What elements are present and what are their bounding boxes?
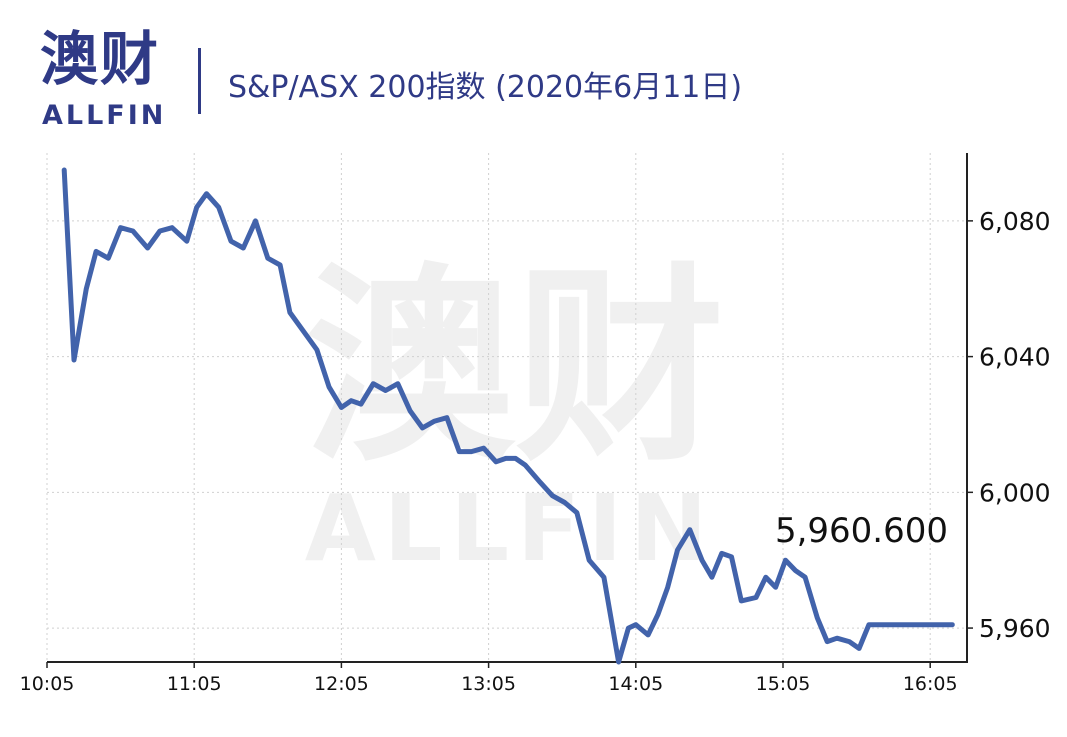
y-tick-label: 6,040 — [979, 343, 1051, 372]
series — [61, 167, 955, 665]
y-tick-label: 6,080 — [979, 207, 1051, 236]
watermark-en: ALLFIN — [305, 475, 716, 582]
x-tick-label: 12:05 — [314, 673, 369, 695]
y-tick-label: 5,960 — [979, 614, 1051, 643]
series-line — [61, 167, 955, 665]
axes — [46, 153, 973, 668]
header: 澳财 ALLFIN S&P/ASX 200指数 (2020年6月11日) — [0, 0, 1067, 140]
x-tick-label: 10:05 — [20, 673, 75, 695]
x-tick-label: 11:05 — [167, 673, 222, 695]
x-tick-label: 15:05 — [756, 673, 811, 695]
x-tick-label: 14:05 — [608, 673, 663, 695]
labels: 10:05 11:05 12:05 13:05 14:05 15:05 16:05 5,960… — [20, 207, 1051, 695]
logo-text: ALLFIN — [42, 100, 167, 131]
header-divider — [198, 48, 201, 114]
y-tick-label: 6,000 — [979, 478, 1051, 507]
watermark-cn: 澳财 — [305, 245, 725, 490]
watermark: 澳财 ALLFIN — [305, 245, 725, 582]
x-tick-label: 13:05 — [461, 673, 516, 695]
x-tick-label: 16:05 — [903, 673, 958, 695]
chart-title: S&P/ASX 200指数 (2020年6月11日) — [228, 70, 743, 105]
chart-area: 澳财 ALLFIN 10:05 11:05 12:05 13:05 14:05 15:05… — [0, 140, 1067, 733]
grid — [46, 153, 967, 662]
last-value-annotation: 5,960.600 — [775, 511, 948, 551]
line-chart: 澳财 ALLFIN 10:05 11:05 12:05 13:05 14:05 15:05… — [20, 153, 1051, 695]
logo-wordmark: 澳财 — [40, 25, 161, 93]
